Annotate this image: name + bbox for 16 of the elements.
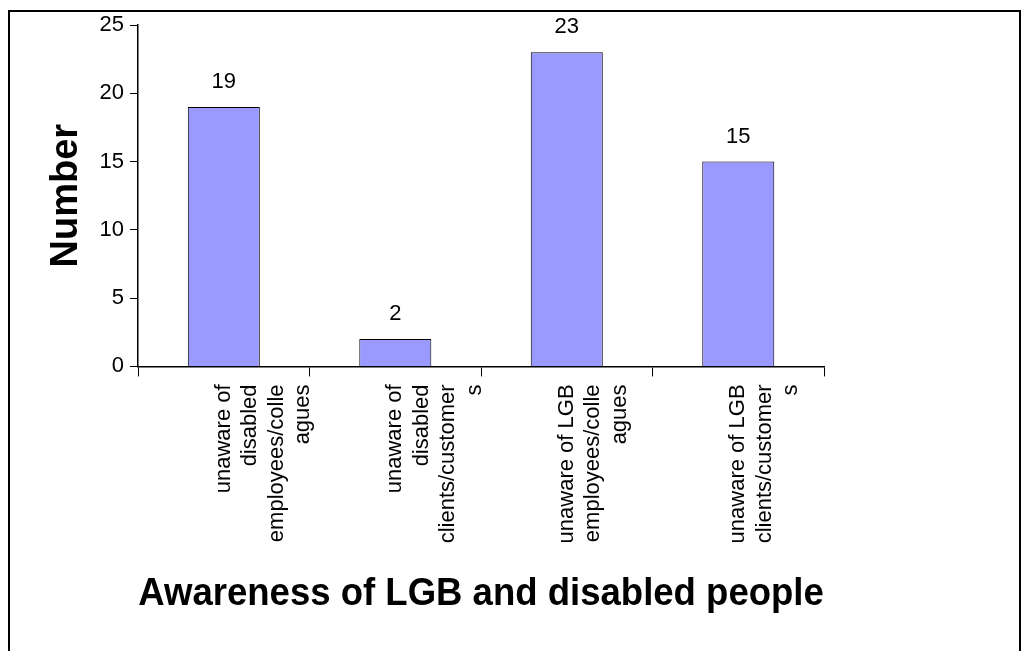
data-label: 2 — [389, 300, 402, 326]
y-tick-label: 10 — [99, 215, 125, 241]
x-axis-title: Awareness of LGB and disabled people — [138, 570, 824, 613]
data-label: 19 — [211, 68, 237, 93]
x-tick-label: unaware of disabled clients/customers — [381, 383, 486, 544]
y-tick-label: 15 — [99, 147, 125, 173]
y-tick-label: 0 — [111, 352, 125, 378]
data-label: 23 — [554, 13, 580, 39]
y-tick-label: 5 — [111, 284, 125, 310]
y-tick-label: 25 — [99, 11, 125, 37]
x-tick-label: unaware of LGB employees/colleagues — [552, 384, 631, 544]
data-label: 15 — [726, 122, 751, 148]
x-tick-label: unaware of LGB clients/customers — [724, 384, 803, 544]
y-axis-title: Number — [43, 123, 86, 268]
x-tick-label: unaware of disabled employees/colleagues — [209, 383, 315, 543]
y-tick-label: 20 — [99, 79, 125, 105]
